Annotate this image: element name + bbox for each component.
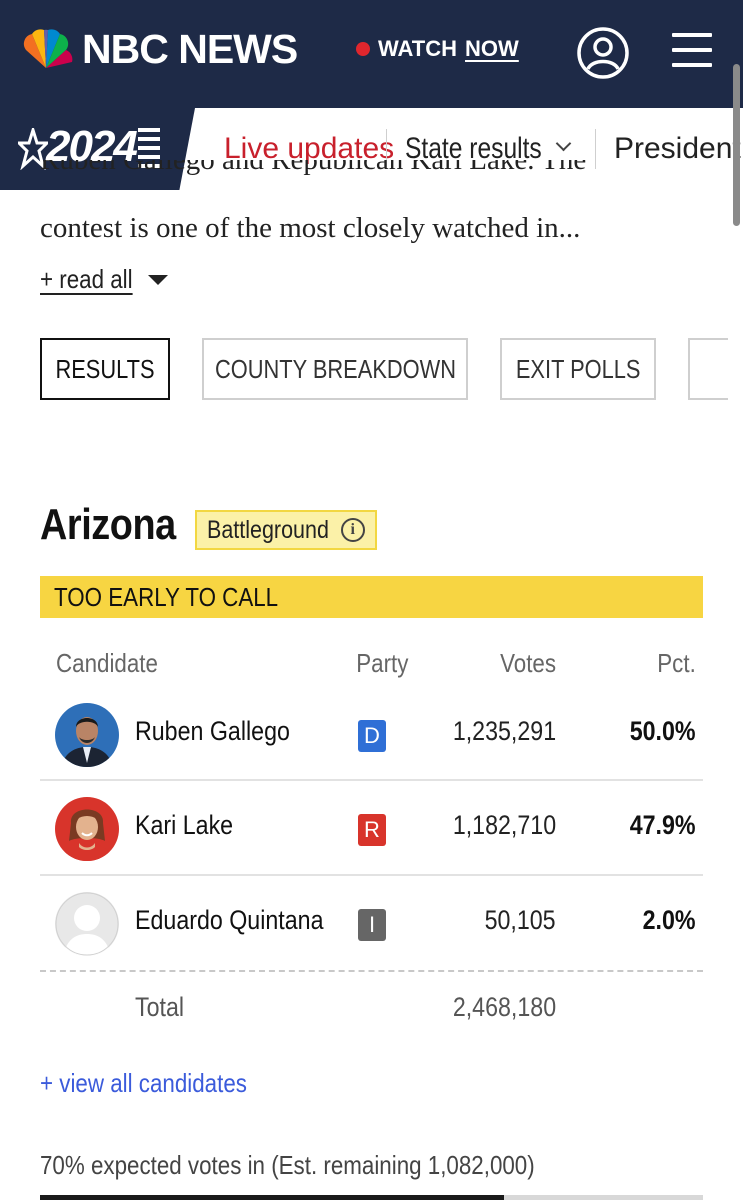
read-all-label: + read all <box>40 264 133 294</box>
total-label: Total <box>135 992 185 1022</box>
expected-votes-text: 70% expected votes in (Est. remaining 1,… <box>40 1150 535 1180</box>
column-header-votes: Votes <box>500 648 556 678</box>
candidate-pct: 2.0% <box>643 905 696 935</box>
article-text-partial: Ruben Gallego and Republican Kari Lake. … <box>40 160 586 192</box>
tab-more-partial[interactable] <box>688 338 728 400</box>
tab-label: RESULTS <box>55 353 155 384</box>
avatar <box>55 892 119 956</box>
watch-now-link[interactable]: WATCH NOW <box>356 36 519 62</box>
party-badge: R <box>358 814 386 846</box>
badge-year: 2024 <box>46 122 138 171</box>
total-votes: 2,468,180 <box>452 992 556 1022</box>
tab-exit-polls[interactable]: EXIT POLLS <box>500 338 656 400</box>
tab-results[interactable]: RESULTS <box>40 338 170 400</box>
watch-now-label: NOW <box>465 36 519 61</box>
party-badge: D <box>358 720 386 752</box>
column-header-party: Party <box>355 648 409 678</box>
call-status-label: TOO EARLY TO CALL <box>54 581 279 612</box>
subnav-item-president[interactable]: President <box>614 132 743 166</box>
column-header-candidate: Candidate <box>56 648 158 678</box>
candidate-name: Kari Lake <box>135 810 234 840</box>
top-header: NBC NEWS WATCH NOW <box>0 0 743 108</box>
user-icon[interactable] <box>576 26 630 80</box>
battleground-badge[interactable]: Battleground i <box>195 510 377 550</box>
candidate-pct: 47.9% <box>630 810 696 840</box>
info-icon[interactable]: i <box>340 518 365 542</box>
nbc-news-logo[interactable]: NBC NEWS <box>18 26 298 73</box>
election-2024-badge[interactable]: 2024 <box>0 108 195 190</box>
avatar <box>55 703 119 767</box>
scrollbar-thumb[interactable] <box>733 64 740 226</box>
article-text: contest is one of the most closely watch… <box>40 212 581 244</box>
subnav-links: Live updates State results President <box>224 108 743 190</box>
subnav-item-live-updates[interactable]: Live updates <box>224 132 394 166</box>
nbc-peacock-icon <box>23 28 73 68</box>
election-subnav: 2024 Live updates State results Presiden… <box>0 108 743 190</box>
party-badge: I <box>358 909 386 941</box>
candidate-votes: 1,235,291 <box>452 716 556 746</box>
subnav-label: Live updates <box>224 132 395 165</box>
column-header-pct: Pct. <box>657 648 696 678</box>
table-row: Ruben Gallego D 1,235,291 50.0% <box>40 688 703 783</box>
brand-name: NBC NEWS <box>82 26 298 72</box>
article-cut-line: Ruben Gallego and Republican Kari Lake. … <box>40 160 587 176</box>
subnav-label: State results <box>405 132 542 165</box>
table-row: Eduardo Quintana I 50,105 2.0% <box>40 877 703 972</box>
subnav-divider <box>386 129 387 169</box>
expected-votes-progress-fill <box>40 1195 505 1200</box>
row-divider <box>40 779 703 781</box>
tab-county-breakdown[interactable]: COUNTY BREAKDOWN <box>202 338 468 400</box>
battleground-label: Battleground <box>207 515 329 544</box>
subnav-divider <box>595 129 596 169</box>
state-title: Arizona <box>40 500 176 549</box>
avatar <box>55 797 119 861</box>
menu-icon[interactable] <box>672 33 712 67</box>
candidate-name: Ruben Gallego <box>135 716 290 746</box>
candidate-pct: 50.0% <box>630 716 696 746</box>
candidate-votes: 1,182,710 <box>452 810 556 840</box>
chevron-down-icon <box>555 135 572 151</box>
subnav-item-state-results[interactable]: State results <box>405 132 585 166</box>
total-divider <box>40 970 703 972</box>
caret-down-icon <box>147 274 168 285</box>
star-icon <box>18 128 48 170</box>
candidate-name: Eduardo Quintana <box>135 905 324 935</box>
tab-label: COUNTY BREAKDOWN <box>214 353 456 384</box>
read-all-toggle[interactable]: + read all <box>40 264 168 295</box>
row-divider <box>40 874 703 876</box>
tab-label: EXIT POLLS <box>515 353 641 384</box>
candidate-votes: 50,105 <box>484 905 556 935</box>
subnav-label: President <box>614 132 741 165</box>
table-row: Kari Lake R 1,182,710 47.9% <box>40 782 703 877</box>
view-all-candidates-link[interactable]: + view all candidates <box>40 1068 247 1098</box>
race-call-status: TOO EARLY TO CALL <box>40 576 703 618</box>
live-dot-icon <box>356 42 370 56</box>
expected-votes-progress <box>40 1195 703 1200</box>
watch-label: WATCH <box>378 36 458 61</box>
badge-stripes <box>138 128 160 168</box>
